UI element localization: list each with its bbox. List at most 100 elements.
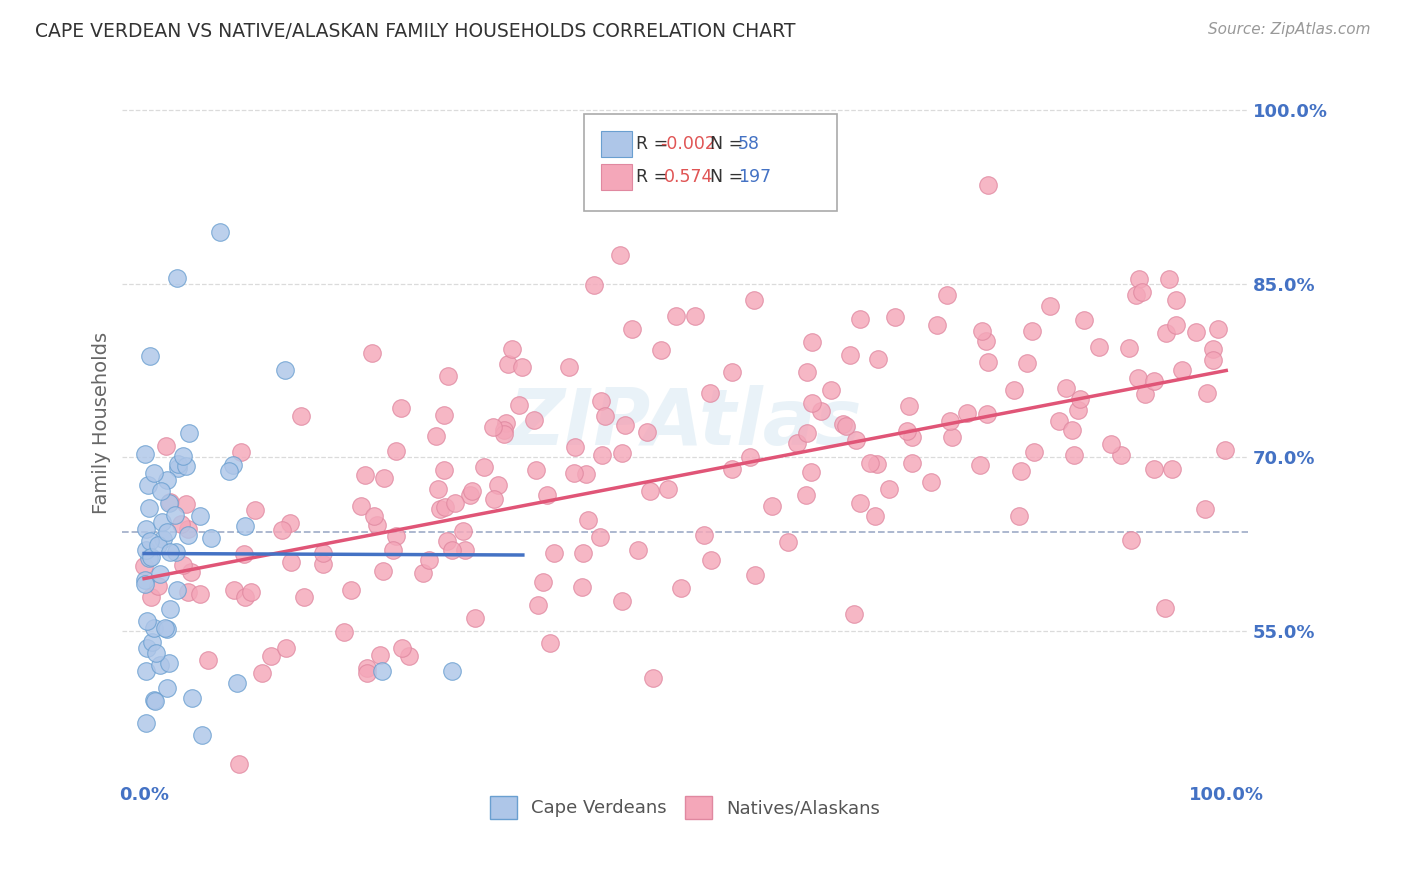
FancyBboxPatch shape [583, 114, 837, 211]
Text: Source: ZipAtlas.com: Source: ZipAtlas.com [1208, 22, 1371, 37]
Point [436, 368, 458, 383]
Point [145, 646, 167, 660]
Point [650, 343, 672, 357]
Point [884, 310, 907, 324]
Point [145, 694, 167, 708]
Point [181, 690, 204, 705]
Point [977, 178, 1000, 193]
Point [810, 404, 832, 418]
Point [495, 416, 517, 430]
Point [135, 640, 157, 655]
Point [589, 530, 612, 544]
Point [371, 564, 394, 578]
Point [1142, 462, 1164, 476]
Point [501, 343, 523, 357]
Point [496, 357, 519, 371]
Point [643, 671, 665, 685]
Point [786, 435, 808, 450]
Point [148, 538, 170, 552]
Point [373, 471, 395, 485]
Point [356, 666, 378, 681]
Point [260, 648, 283, 663]
Point [1039, 299, 1062, 313]
Text: CAPE VERDEAN VS NATIVE/ALASKAN FAMILY HOUSEHOLDS CORRELATION CHART: CAPE VERDEAN VS NATIVE/ALASKAN FAMILY HO… [35, 22, 796, 41]
Point [820, 383, 842, 397]
Point [576, 513, 599, 527]
Point [671, 581, 693, 595]
Point [177, 425, 200, 440]
Point [174, 498, 197, 512]
Point [152, 532, 174, 546]
Point [800, 466, 823, 480]
Point [157, 496, 180, 510]
Text: ZIPAtlas: ZIPAtlas [509, 384, 862, 460]
Point [218, 464, 240, 478]
FancyBboxPatch shape [600, 164, 633, 189]
Text: 197: 197 [738, 168, 770, 186]
Point [1062, 423, 1084, 437]
Point [849, 312, 872, 326]
Point [901, 456, 924, 470]
Point [969, 458, 991, 472]
Point [801, 334, 824, 349]
Point [613, 418, 636, 433]
Point [1015, 356, 1038, 370]
Point [231, 445, 253, 459]
Point [134, 576, 156, 591]
Point [166, 582, 188, 597]
Point [900, 429, 922, 443]
Point [898, 399, 921, 413]
Point [167, 461, 190, 475]
Point [354, 468, 377, 483]
Point [1166, 318, 1188, 332]
Point [157, 656, 180, 670]
Point [591, 393, 613, 408]
Point [796, 425, 818, 440]
Point [222, 582, 245, 597]
Point [1206, 322, 1229, 336]
Point [877, 482, 900, 496]
Point [1022, 445, 1045, 459]
Point [159, 494, 181, 508]
Point [1010, 464, 1032, 478]
Point [557, 359, 579, 374]
Point [366, 518, 388, 533]
Point [412, 566, 434, 580]
Point [139, 533, 162, 548]
Point [190, 728, 212, 742]
Point [139, 549, 162, 564]
Point [939, 414, 962, 428]
Point [1054, 381, 1077, 395]
Point [1201, 342, 1223, 356]
Point [271, 523, 294, 537]
Point [1008, 509, 1031, 524]
Point [1073, 313, 1095, 327]
Point [233, 519, 256, 533]
Point [838, 348, 860, 362]
Point [610, 446, 633, 460]
Point [920, 475, 942, 489]
Point [464, 611, 486, 625]
Point [636, 425, 658, 440]
Point [274, 363, 297, 377]
Point [1099, 436, 1122, 450]
Point [385, 529, 408, 543]
Point [796, 365, 818, 379]
Point [208, 225, 231, 239]
Point [941, 430, 963, 444]
Point [385, 443, 408, 458]
Point [166, 271, 188, 285]
Point [153, 621, 176, 635]
Point [1142, 374, 1164, 388]
Point [1069, 392, 1091, 406]
Point [1157, 272, 1180, 286]
Point [233, 591, 256, 605]
Point [163, 508, 186, 522]
Point [1133, 387, 1156, 401]
Point [177, 522, 200, 536]
Point [482, 492, 505, 507]
Point [591, 448, 613, 462]
Point [1109, 448, 1132, 462]
Point [139, 591, 162, 605]
Point [141, 634, 163, 648]
